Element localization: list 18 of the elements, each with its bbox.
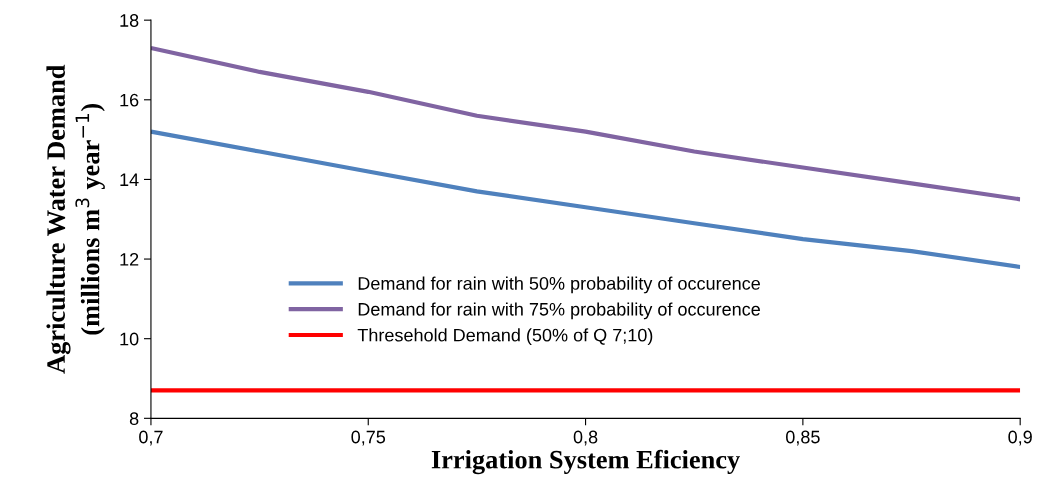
line-series <box>150 45 1021 202</box>
line-series <box>150 129 1021 270</box>
y-tick-label: 16 <box>120 93 139 107</box>
x-tick-label: 0,7 <box>139 430 163 446</box>
y-tick-label: 12 <box>120 252 139 266</box>
legend-label: Demand for rain with 75% probability of occurence <box>358 302 760 320</box>
legend-label: Thresehold Demand (50% of Q 7;10) <box>357 328 653 346</box>
x-tick-label: 0,8 <box>573 430 598 446</box>
x-tick-label: 0,85 <box>786 430 820 446</box>
y-tick-label: 8 <box>129 412 139 426</box>
y-axis-title: Agriculture Water Demand (millions m$^{3}$ year$^{−1}$) <box>46 64 105 374</box>
x-tick-label: 0,9 <box>1008 430 1032 446</box>
y-tick-label: 14 <box>120 173 139 186</box>
x-axis-title: Irrigation System Eficiency <box>431 449 740 475</box>
y-tick-label: 18 <box>120 14 139 27</box>
legend-label: Demand for rain with 50% probability of occurence <box>358 276 760 294</box>
x-tick-label: 0,75 <box>351 430 386 446</box>
y-tick-label: 10 <box>120 332 139 346</box>
